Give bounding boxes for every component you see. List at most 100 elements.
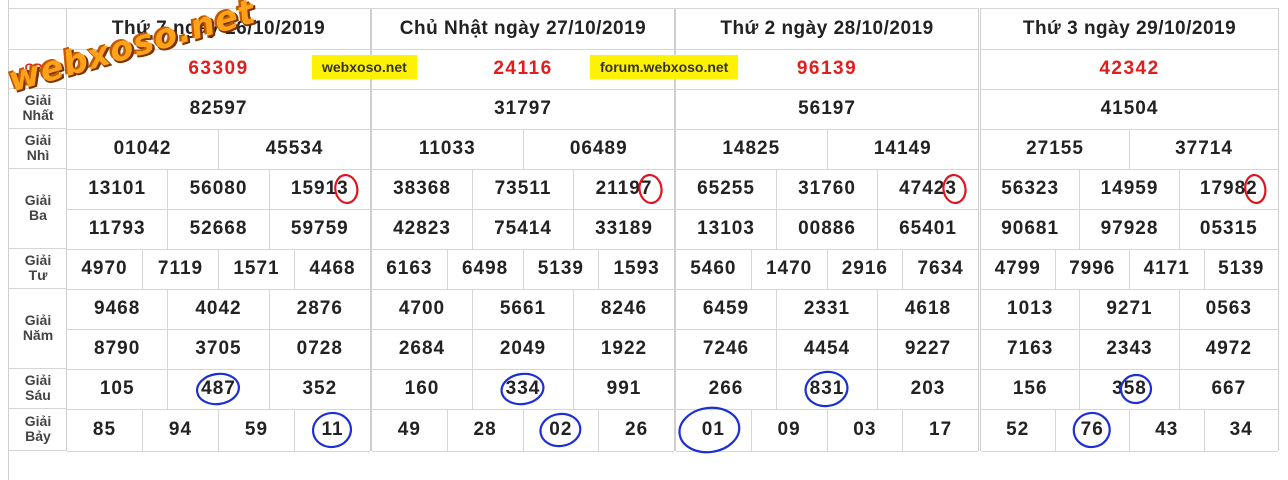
result-number: 266 [708, 378, 744, 399]
prize-label-line: GĐB [24, 60, 52, 75]
result-number: 13103 [697, 218, 755, 239]
result-number: 991 [573, 369, 674, 409]
result-number: 4799 [994, 258, 1041, 279]
result-number: 00886 [776, 209, 877, 249]
prize-label-line: Ba [29, 207, 47, 223]
prize-row-sau: 156 358 667 [981, 369, 1278, 410]
prize-row-gdb: 24116 [372, 49, 674, 90]
result-number: 7119 [142, 249, 218, 289]
result-number: 15913 [268, 169, 370, 209]
prize-row-tu: 5460 1470 2916 7634 [676, 249, 978, 290]
result-number: 52668 [167, 209, 268, 249]
prize-label-nhi: Giải Nhì [9, 128, 67, 169]
result-number: 01042 [113, 138, 172, 159]
prize-row-ba1: 65255 31760 47423 [676, 169, 978, 210]
result-number: 9227 [877, 329, 978, 369]
result-number: 0728 [268, 329, 370, 369]
result-number: 21197 [573, 169, 674, 209]
result-number: 42342 [1099, 58, 1160, 79]
result-number: 41504 [1100, 98, 1159, 119]
result-number: 5661 [472, 289, 573, 329]
result-number: 5139 [1203, 249, 1279, 289]
prize-row-gdb: 63309 [67, 49, 370, 90]
result-number: 56197 [798, 98, 856, 119]
result-number: 56080 [167, 169, 268, 209]
prize-row-gdb: 96139 [676, 49, 978, 90]
prize-label-line: Giải [24, 372, 52, 388]
result-number: 17 [902, 409, 978, 451]
site-badge: webxoso.net [312, 55, 417, 79]
result-number: 5460 [690, 258, 737, 279]
prize-row-ba2: 13103 00886 65401 [676, 209, 978, 250]
prize-row-ba1: 13101 56080 15913 [67, 169, 370, 210]
label-header-blank [9, 8, 67, 50]
result-number: 31797 [494, 98, 552, 119]
result-number: 358 [1079, 369, 1178, 409]
result-number: 2331 [776, 289, 877, 329]
prize-row-gdb: 42342 [981, 49, 1278, 90]
prize-label-line: Năm [22, 327, 54, 343]
result-number: 11793 [88, 218, 146, 239]
result-number: 45534 [218, 129, 370, 169]
prize-row-nam1: 6459 2331 4618 [676, 289, 978, 330]
prize-row-nhat: 82597 [67, 89, 370, 130]
result-number: 27155 [1026, 138, 1084, 159]
prize-row-nam1: 4700 5661 8246 [372, 289, 674, 330]
result-number: 14959 [1079, 169, 1178, 209]
result-number: 4042 [167, 289, 268, 329]
prize-label-nam: Giải Năm [9, 288, 67, 369]
day-panel-4: Thứ 3 ngày 29/10/2019 42342 41504 27155 3771… [980, 8, 1279, 452]
result-number: 94 [142, 409, 218, 451]
result-number: 4972 [1178, 329, 1278, 369]
day-title: Chủ Nhật ngày 27/10/2019 [372, 9, 674, 50]
result-number: 03 [826, 409, 903, 451]
prize-row-nam2: 8790 3705 0728 [67, 329, 370, 370]
day-title: Thứ 7 ngày 26/10/2019 [67, 9, 370, 50]
result-number: 05315 [1178, 209, 1278, 249]
prize-label-line: Nhất [22, 107, 54, 123]
prize-row-sau: 160 334 991 [372, 369, 674, 410]
result-number: 28 [446, 409, 523, 451]
result-number: 7996 [1054, 249, 1130, 289]
day-panel-3: Thứ 2 ngày 28/10/2019 96139 56197 14825 1414… [675, 8, 979, 452]
prize-label-line: Nhì [26, 147, 50, 163]
result-number: 7634 [902, 249, 978, 289]
result-number: 47423 [877, 169, 978, 209]
prize-row-nam1: 1013 9271 0563 [981, 289, 1278, 330]
result-number: 26 [598, 409, 674, 451]
result-number: 1593 [598, 249, 674, 289]
result-number: 487 [167, 369, 268, 409]
prize-label-line: Bảy [25, 428, 51, 444]
result-number: 75414 [472, 209, 573, 249]
result-number: 09 [750, 409, 827, 451]
prize-label-line: Tư [28, 267, 48, 283]
result-number: 52 [1006, 419, 1030, 440]
result-number: 105 [99, 378, 135, 399]
result-number: 2916 [826, 249, 903, 289]
result-number: 5139 [522, 249, 599, 289]
prize-row-nam2: 7246 4454 9227 [676, 329, 978, 370]
result-number: 6459 [702, 298, 750, 319]
prize-label-sau: Giải Sáu [9, 368, 67, 409]
result-number: 38368 [393, 178, 451, 199]
result-number: 14149 [826, 129, 979, 169]
prize-row-ba2: 90681 97928 05315 [981, 209, 1278, 250]
result-number: 65255 [697, 178, 755, 199]
result-number: 1922 [573, 329, 674, 369]
prize-row-bay: 85 94 59 11 [67, 409, 370, 452]
result-number: 43 [1129, 409, 1204, 451]
result-number: 352 [268, 369, 370, 409]
result-number: 2343 [1079, 329, 1178, 369]
result-number: 4970 [81, 258, 128, 279]
result-number: 42823 [393, 218, 451, 239]
result-number: 8790 [94, 338, 141, 359]
result-number: 2684 [398, 338, 446, 359]
result-number: 73511 [472, 169, 573, 209]
result-number: 14825 [722, 138, 781, 159]
prize-label-line: Giải [24, 92, 52, 108]
prize-row-ba2: 42823 75414 33189 [372, 209, 674, 250]
result-number: 01 [701, 419, 725, 440]
prize-label-line: Sáu [25, 387, 51, 403]
prize-label-line: Giải [24, 192, 52, 208]
prize-row-nhi: 01042 45534 [67, 129, 370, 170]
